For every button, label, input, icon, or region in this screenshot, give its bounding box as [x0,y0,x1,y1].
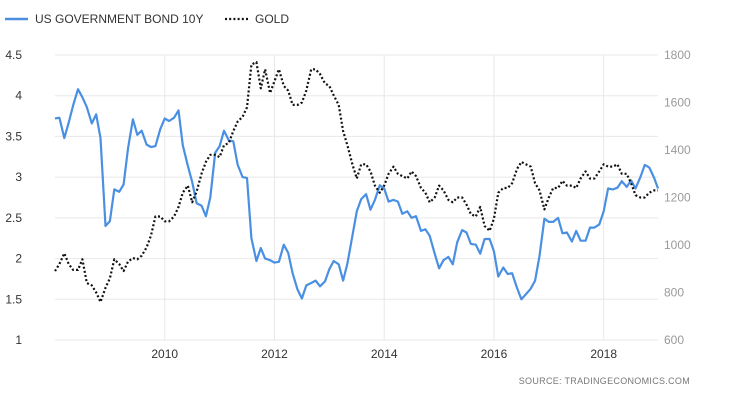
right-tick-label: 1200 [664,191,691,205]
right-tick-label: 1800 [664,48,691,62]
left-tick-label: 4 [15,89,22,103]
x-tick-label: 2012 [261,347,288,361]
left-tick-label: 3 [15,170,22,184]
left-axis: 1 1.5 2 2.5 3 3.5 4 4.5 [5,48,22,347]
legend-label-bond: US GOVERNMENT BOND 10Y [35,12,203,26]
x-tick-label: 2014 [371,347,398,361]
right-tick-label: 800 [664,286,684,300]
left-tick-label: 1 [15,333,22,347]
legend-label-gold: GOLD [255,12,289,26]
grid [55,54,658,341]
left-tick-label: 4.5 [5,48,22,62]
plot-area [54,60,660,304]
right-tick-label: 600 [664,333,684,347]
right-axis: 600 800 1000 1200 1400 1600 1800 [664,48,691,347]
left-tick-label: 2 [15,252,22,266]
bond-series-line [54,88,660,301]
x-tick-label: 2018 [590,347,617,361]
left-tick-label: 1.5 [5,292,22,306]
legend: US GOVERNMENT BOND 10Y GOLD [5,12,289,26]
right-tick-label: 1000 [664,238,691,252]
left-tick-label: 3.5 [5,129,22,143]
left-tick-label: 2.5 [5,211,22,225]
source-note: SOURCE: TRADINGECONOMICS.COM [519,376,690,386]
x-axis: 2010 2012 2014 2016 2018 [151,347,617,361]
right-tick-label: 1400 [664,143,691,157]
x-tick-label: 2016 [481,347,508,361]
gold-series-line [54,60,658,304]
right-tick-label: 1600 [664,96,691,110]
x-tick-label: 2010 [151,347,178,361]
